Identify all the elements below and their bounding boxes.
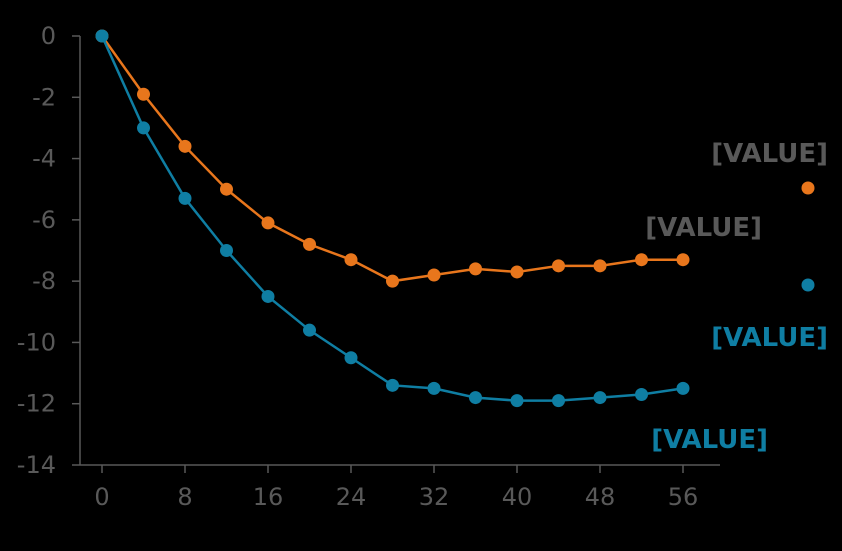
- data-point: [469, 262, 482, 276]
- legend-label: [VALUE]: [711, 139, 828, 169]
- data-point: [303, 323, 316, 337]
- data-point: [137, 87, 150, 101]
- x-tick-label: 40: [502, 483, 533, 511]
- data-point: [635, 388, 648, 402]
- data-point: [178, 139, 192, 153]
- data-point: [676, 253, 690, 267]
- data-point: [552, 394, 565, 408]
- data-point: [220, 182, 233, 196]
- y-tick-label: -12: [17, 390, 56, 418]
- y-tick-label: -14: [17, 451, 56, 479]
- data-point: [676, 381, 690, 395]
- data-point: [510, 265, 524, 279]
- x-tick-label: 0: [94, 483, 109, 511]
- series-1: [95, 29, 690, 288]
- y-tick-label: -10: [17, 328, 56, 356]
- series-end-label: [VALUE]: [645, 213, 762, 243]
- series-line: [100, 35, 683, 283]
- data-point: [593, 391, 607, 405]
- x-tick-label: 32: [419, 483, 450, 511]
- data-point: [261, 216, 275, 230]
- x-tick-label: 8: [177, 483, 192, 511]
- data-point: [386, 378, 399, 392]
- data-point: [552, 259, 565, 273]
- data-point: [593, 259, 607, 273]
- y-tick-label: -4: [32, 145, 56, 173]
- series-layer: [95, 29, 690, 408]
- data-point: [178, 191, 192, 205]
- y-tick-label: 0: [41, 22, 56, 50]
- data-point: [261, 289, 275, 303]
- x-tick-label: 16: [253, 483, 284, 511]
- series-2: [95, 29, 690, 408]
- data-point: [95, 29, 109, 43]
- data-point: [510, 394, 524, 408]
- data-point: [427, 268, 441, 282]
- x-tick-label: 24: [336, 483, 367, 511]
- axes: 0 -2 -4 -6 -8 -10 -12 -14 0 8 16 24 32 40 48 56: [17, 22, 720, 511]
- data-point: [386, 274, 399, 288]
- data-point: [344, 351, 358, 365]
- data-point: [344, 253, 358, 267]
- x-tick-label: 48: [585, 483, 616, 511]
- legend-marker: [801, 181, 815, 195]
- y-tick-label: -8: [32, 267, 56, 295]
- y-tick-label: -2: [32, 83, 56, 111]
- legend-label: [VALUE]: [711, 323, 828, 353]
- series-line: [100, 35, 684, 402]
- x-tick-label: 56: [668, 483, 699, 511]
- legend-marker: [801, 278, 815, 292]
- data-point: [220, 244, 233, 257]
- y-tick-label: -6: [32, 206, 56, 234]
- labels-layer: [VALUE] [VALUE] [VALUE] [VALUE]: [645, 139, 828, 455]
- data-point: [137, 121, 150, 135]
- data-point: [303, 237, 316, 251]
- series-end-label: [VALUE]: [651, 425, 768, 455]
- data-point: [469, 391, 482, 405]
- data-point: [635, 253, 648, 267]
- data-point: [427, 381, 441, 395]
